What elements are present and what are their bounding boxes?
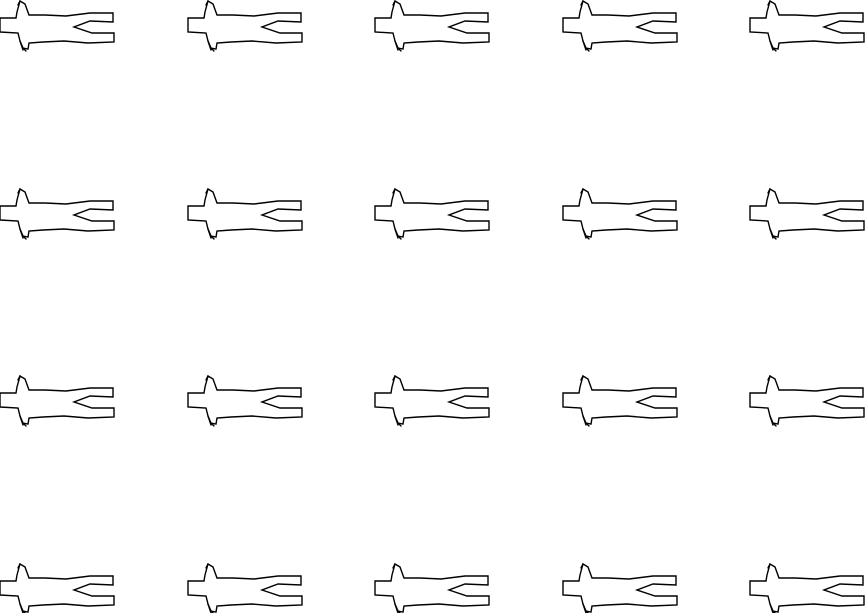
figure-outline-icon	[374, 563, 490, 613]
figure-outline-icon	[187, 0, 303, 52]
figure-outline-icon	[562, 0, 678, 52]
figure-outline-icon	[749, 375, 865, 427]
figure-outline-icon	[374, 0, 490, 52]
figure-outline-icon	[749, 0, 865, 52]
figure-outline-icon	[374, 375, 490, 427]
figure-outline-icon	[562, 375, 678, 427]
figure-outline-icon	[0, 0, 115, 52]
figure-outline-icon	[0, 375, 115, 427]
figure-outline-icon	[187, 188, 303, 240]
figure-outline-icon	[187, 563, 303, 613]
figure-outline-icon	[0, 563, 115, 613]
figure-outline-icon	[562, 188, 678, 240]
figure-outline-icon	[562, 563, 678, 613]
figure-outline-icon	[749, 563, 865, 613]
figure-outline-icon	[374, 188, 490, 240]
figure-outline-icon	[187, 375, 303, 427]
figure-outline-icon	[0, 188, 115, 240]
figure-outline-icon	[749, 188, 865, 240]
